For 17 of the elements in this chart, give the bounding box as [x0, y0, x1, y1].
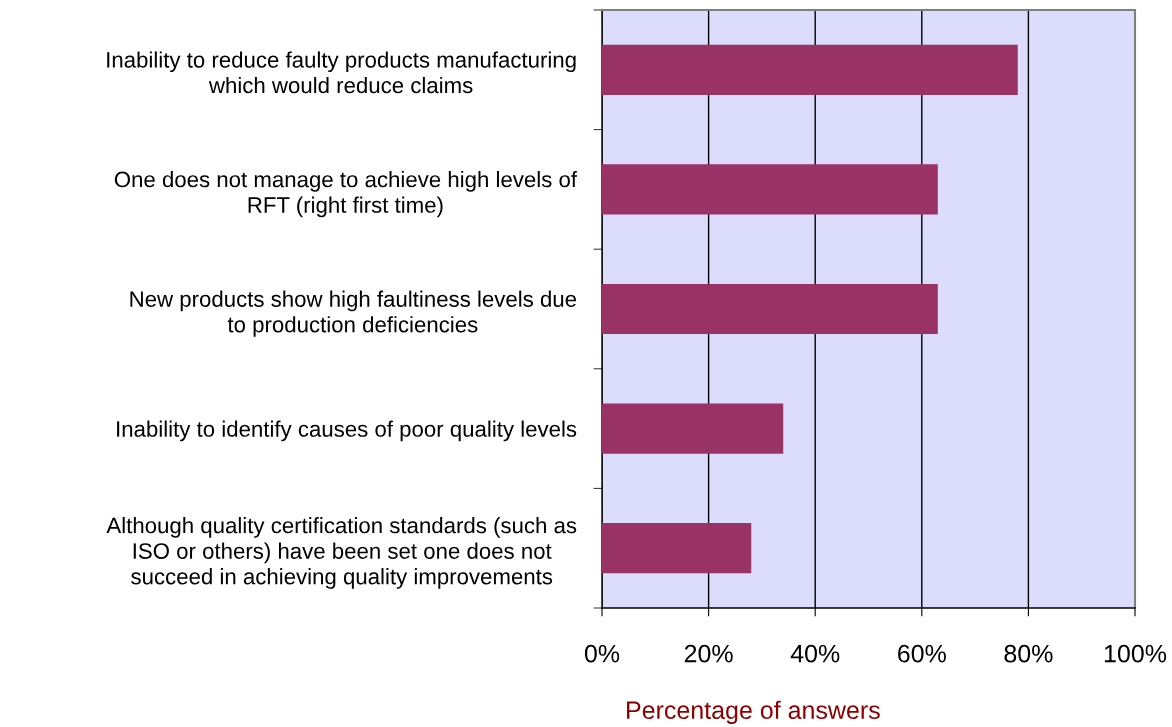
- bar: [602, 283, 938, 335]
- bar: [602, 403, 784, 454]
- x-tick-label: 100%: [1104, 644, 1167, 663]
- y-tick-label: One does not manage to achieve high levels of RFT (right first time): [114, 170, 578, 218]
- y-tick-label: Inability to identify causes of poor quality levels: [117, 420, 577, 442]
- bar: [602, 44, 1018, 95]
- x-axis-title: Percentage of answers: [627, 700, 880, 724]
- bar: [602, 523, 752, 574]
- x-tick-label: 80%: [1004, 644, 1053, 663]
- y-tick-label: Inability to reduce faulty products manufacturing which would reduce claims: [107, 51, 576, 94]
- y-tick-label: Although quality certification standards (such as ISO or others) have been set one does not succeed in achieving quality improvements: [106, 517, 577, 589]
- bar: [602, 164, 938, 215]
- x-tick-label: 40%: [790, 644, 840, 663]
- y-tick-label: New products show high faultiness levels due to production deficiencies: [130, 290, 577, 337]
- x-tick-label: 20%: [684, 644, 733, 663]
- x-tick-label: 60%: [898, 644, 946, 663]
- x-tick-label: 0%: [584, 644, 620, 663]
